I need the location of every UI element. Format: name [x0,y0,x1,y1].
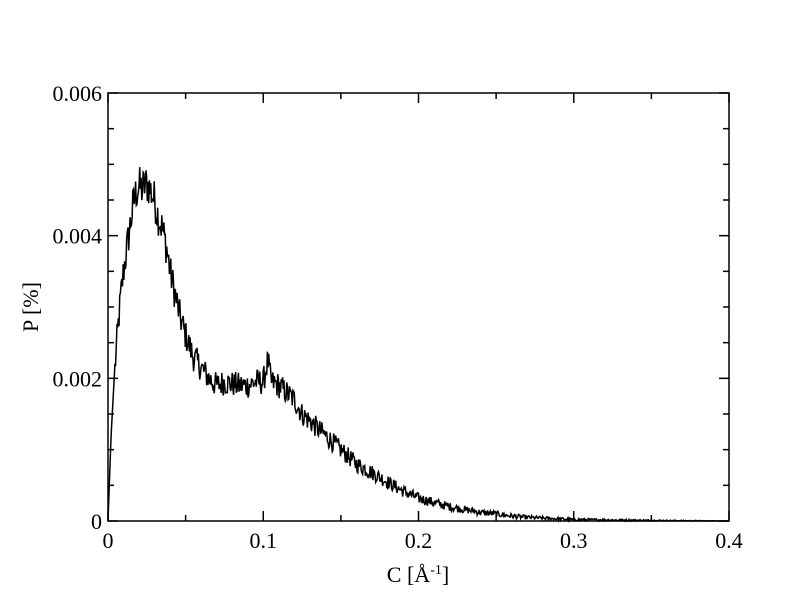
x-tick-label: 0.2 [405,528,433,553]
x-tick-label: 0.4 [715,528,743,553]
plot-frame [107,92,730,522]
series-line [107,167,730,524]
x-axis-label: C [Å-1] [387,562,449,587]
y-tick-label: 0.004 [53,224,103,249]
y-tick-label: 0.006 [53,81,103,106]
x-tick-label: 0.3 [560,528,588,553]
x-tick-label: 0 [103,528,114,553]
y-axis-ticks: 0 0.002 0.004 0.006 [53,81,729,534]
x-axis-ticks: 0 0.1 0.2 0.3 0.4 [103,93,743,553]
x-axis-label-superscript: -1 [430,563,442,578]
y-tick-label: 0.002 [53,366,103,391]
x-axis-label-main: C [Å [387,562,431,587]
y-tick-label: 0 [91,509,102,534]
x-tick-label: 0.1 [250,528,278,553]
y-axis-label: P [%] [18,282,43,332]
x-axis-label-close: ] [442,562,449,587]
